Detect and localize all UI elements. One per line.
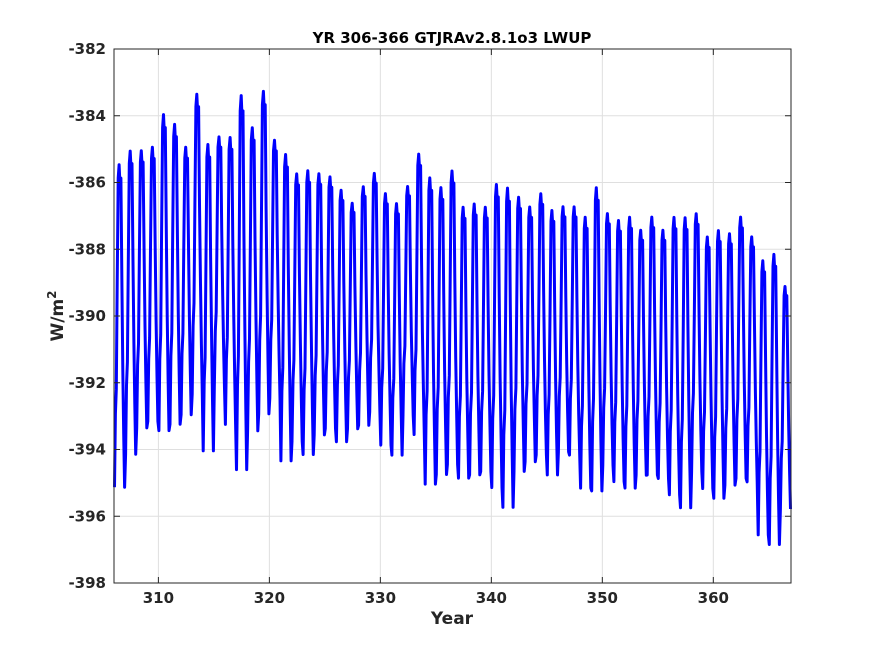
y-axis-title-base: W/m [48, 299, 68, 342]
y-axis-title: W/m2 [45, 290, 68, 341]
chart-title: YR 306-366 GTJRAv2.8.1o3 LWUP [312, 29, 592, 47]
y-tick-label: -384 [68, 107, 106, 125]
y-tick-label: -386 [68, 174, 106, 192]
y-tick-label: -382 [68, 40, 106, 58]
series-line [113, 89, 792, 546]
ticks: 310 320 330 340 350 360 -398 -396 -394 -392 -390 -3… [68, 40, 791, 607]
y-tick-label: -398 [68, 574, 106, 592]
series-group [113, 89, 792, 546]
y-tick-label: -390 [68, 307, 106, 325]
y-tick-label: -388 [68, 240, 106, 258]
x-tick-label: 360 [698, 589, 729, 607]
x-tick-label: 320 [254, 589, 285, 607]
y-axis-title-superscript: 2 [45, 290, 59, 298]
y-tick-label: -392 [68, 374, 106, 392]
x-tick-label: 340 [476, 589, 507, 607]
x-tick-label: 310 [143, 589, 174, 607]
y-tick-label: -394 [68, 441, 106, 459]
x-tick-label: 350 [587, 589, 618, 607]
x-tick-label: 330 [365, 589, 396, 607]
x-axis-title: Year [430, 609, 474, 629]
y-tick-label: -396 [68, 507, 106, 525]
